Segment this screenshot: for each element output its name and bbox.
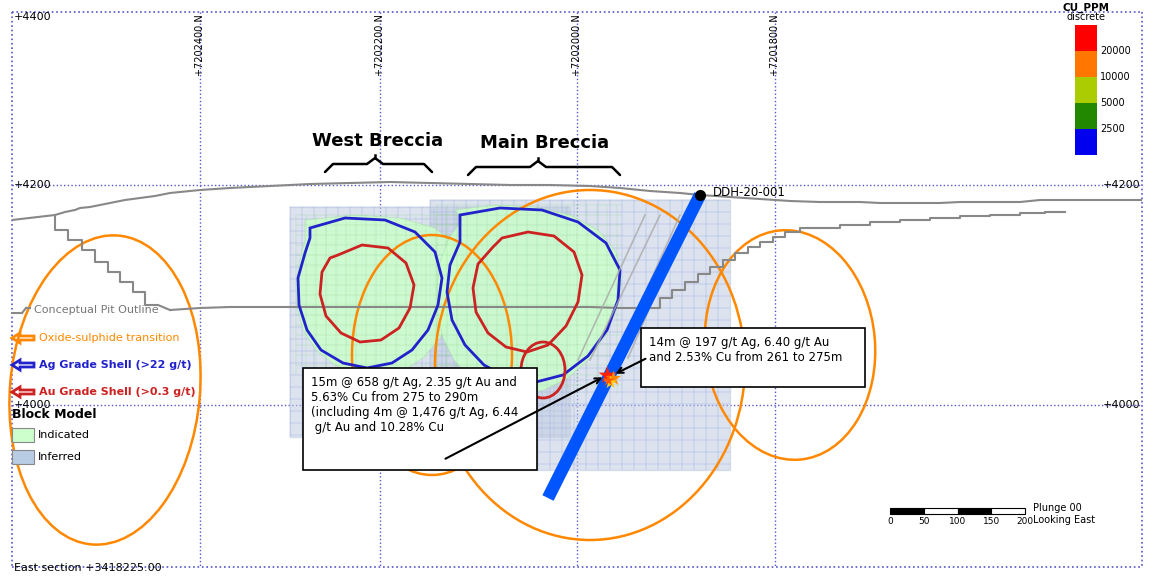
Text: Indicated: Indicated <box>38 430 90 440</box>
Text: Oxide-sulphide transition: Oxide-sulphide transition <box>39 333 180 343</box>
FancyBboxPatch shape <box>1076 129 1097 155</box>
Text: +4400: +4400 <box>14 12 52 22</box>
Polygon shape <box>295 215 462 375</box>
Text: +4000: +4000 <box>14 400 52 410</box>
Text: +7201800 N: +7201800 N <box>770 14 780 76</box>
Text: 5000: 5000 <box>1100 98 1125 108</box>
Point <box>601 378 620 387</box>
Text: +4200: +4200 <box>14 180 52 190</box>
Text: 200: 200 <box>1017 517 1034 526</box>
Text: 2500: 2500 <box>1100 124 1125 134</box>
Text: 20000: 20000 <box>1100 46 1131 56</box>
FancyBboxPatch shape <box>923 508 958 514</box>
Text: 15m @ 658 g/t Ag, 2.35 g/t Au and
5.63% Cu from 275 to 290m
(including 4m @ 1,47: 15m @ 658 g/t Ag, 2.35 g/t Au and 5.63% … <box>310 376 518 434</box>
Text: +4000: +4000 <box>1102 400 1140 410</box>
Text: 10000: 10000 <box>1100 72 1131 82</box>
FancyBboxPatch shape <box>12 428 33 442</box>
Text: 100: 100 <box>949 517 966 526</box>
Text: +7202000 N: +7202000 N <box>572 14 582 76</box>
FancyBboxPatch shape <box>304 368 537 470</box>
Point <box>604 373 622 383</box>
FancyBboxPatch shape <box>1076 51 1097 77</box>
Point <box>598 371 616 380</box>
Text: Au Grade Shell (>0.3 g/t): Au Grade Shell (>0.3 g/t) <box>39 387 196 397</box>
Text: 14m @ 197 g/t Ag, 6.40 g/t Au
and 2.53% Cu from 261 to 275m: 14m @ 197 g/t Ag, 6.40 g/t Au and 2.53% … <box>649 336 842 364</box>
Text: Block Model: Block Model <box>12 409 97 422</box>
Text: Ag Grade Shell (>22 g/t): Ag Grade Shell (>22 g/t) <box>39 360 192 370</box>
FancyBboxPatch shape <box>890 508 923 514</box>
Text: discrete: discrete <box>1066 12 1106 22</box>
Text: 150: 150 <box>982 517 999 526</box>
Text: East section +3418225.00: East section +3418225.00 <box>14 563 162 573</box>
Text: Plunge 00
Looking East: Plunge 00 Looking East <box>1033 503 1095 525</box>
Polygon shape <box>437 205 622 395</box>
Text: Inferred: Inferred <box>38 452 82 462</box>
FancyBboxPatch shape <box>640 328 866 387</box>
Text: 50: 50 <box>917 517 929 526</box>
Text: CU_PPM: CU_PPM <box>1063 3 1109 13</box>
FancyBboxPatch shape <box>1076 103 1097 129</box>
Text: Conceptual Pit Outline: Conceptual Pit Outline <box>33 305 158 315</box>
Text: DDH-20-001: DDH-20-001 <box>713 185 786 199</box>
Text: +7202400 N: +7202400 N <box>195 14 205 76</box>
FancyBboxPatch shape <box>430 200 730 470</box>
FancyBboxPatch shape <box>1076 25 1097 51</box>
Text: West Breccia: West Breccia <box>313 132 443 150</box>
Text: Main Breccia: Main Breccia <box>480 134 609 152</box>
Text: 0: 0 <box>887 517 893 526</box>
FancyBboxPatch shape <box>290 207 570 437</box>
Text: +7202200 N: +7202200 N <box>375 14 385 76</box>
FancyBboxPatch shape <box>1076 77 1097 103</box>
Point <box>599 375 617 384</box>
Text: +4200: +4200 <box>1102 180 1140 190</box>
FancyBboxPatch shape <box>991 508 1025 514</box>
FancyBboxPatch shape <box>958 508 991 514</box>
FancyBboxPatch shape <box>12 450 33 464</box>
